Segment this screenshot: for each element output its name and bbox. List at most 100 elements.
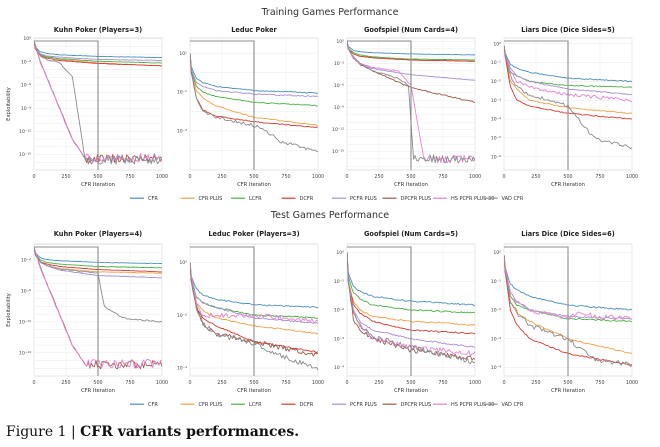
- legend-item-vad-cfr: VAD CFR: [483, 402, 524, 408]
- series-line-lcfr: [347, 41, 475, 61]
- x-tick-label: 500: [563, 174, 572, 180]
- legend-item-dpcfr-plus: DPCFR PLUS: [382, 196, 432, 202]
- y-tick-label: 10⁻²: [21, 258, 31, 264]
- x-tick-label: 250: [61, 174, 70, 180]
- y-tick-label: 10⁻³: [177, 129, 187, 135]
- x-tick-label: 500: [406, 380, 415, 386]
- panel-title: Goofspiel (Num Cards=5): [364, 230, 458, 238]
- legend-item-hs-pcfr-plus-30: HS PCFR PLUS 30: [433, 196, 494, 202]
- legend-item-cfr-plus: CFR PLUS: [180, 402, 222, 408]
- y-tick-label: 10⁻³: [491, 98, 501, 104]
- series-line-hs-pcfr-plus-30: [504, 255, 632, 321]
- schedule-box: [504, 246, 569, 376]
- legend-label: DPCFR PLUS: [401, 196, 432, 202]
- x-tick-label: 250: [61, 380, 70, 386]
- x-axis-label: CFR Iteration: [551, 388, 585, 394]
- y-tick-label: 10⁻¹²: [19, 129, 31, 135]
- y-tick-label: 10⁻¹⁵: [332, 149, 344, 155]
- series-line-cfr: [504, 255, 632, 311]
- series-line-dcfr: [34, 40, 162, 67]
- legend-item-cfr: CFR: [130, 196, 158, 202]
- y-tick-label: 10⁻⁶: [21, 83, 31, 89]
- schedule-box: [34, 246, 99, 376]
- series-group: [34, 40, 162, 165]
- caption-prefix: Figure 1 |: [6, 424, 81, 440]
- x-tick-label: 250: [531, 380, 540, 386]
- y-tick-label: 10⁻¹: [177, 90, 187, 96]
- series-group: [347, 252, 475, 364]
- series-group: [34, 246, 162, 370]
- legend-label: CFR PLUS: [199, 196, 223, 202]
- series-line-pcfr-plus: [190, 53, 318, 98]
- panel-goofspiel-num-cards-4: Goofspiel (Num Cards=4) 0 250 500 750 1000 CFR…: [332, 26, 481, 188]
- y-tick-label: 10⁻³: [21, 59, 31, 65]
- panel-kuhn-poker-players-3: Kuhn Poker (Players=3) 0 250 500 750 1000 CFR …: [6, 26, 168, 188]
- x-tick-label: 500: [249, 174, 258, 180]
- series-line-hs-pcfr-plus-30: [34, 246, 162, 369]
- series-line-cfr: [34, 246, 162, 265]
- x-tick-label: 1000: [156, 380, 168, 386]
- panel-liars-dice-dice-sides-6: Liars Dice (Dice Sides=6) 0 250 500 750 1000 C…: [491, 230, 638, 394]
- x-tick-label: 500: [93, 174, 102, 180]
- y-tick-label: 10⁻⁴: [491, 117, 501, 123]
- x-axis-label: CFR Iteration: [394, 182, 428, 188]
- schedule-box: [190, 246, 255, 376]
- series-line-vad-cfr: [34, 41, 162, 165]
- series-line-cfr: [190, 53, 318, 94]
- x-tick-label: 250: [374, 174, 383, 180]
- y-tick-label: 10⁻¹: [491, 60, 501, 66]
- x-axis-label: CFR Iteration: [394, 388, 428, 394]
- panel-title: Kuhn Poker (Players=4): [54, 230, 142, 238]
- group-title-test-games-performance: Test Games Performance: [270, 210, 389, 221]
- legend-label: DPCFR PLUS: [401, 402, 432, 408]
- x-tick-label: 250: [217, 174, 226, 180]
- series-line-cfr-plus: [504, 255, 632, 355]
- legend-item-cfr: CFR: [130, 402, 158, 408]
- panel-leduc-poker-players-3: Leduc Poker (Players=3) 0 250 500 750 1000 CFR…: [177, 230, 324, 394]
- y-tick-label: 10⁻⁵: [491, 136, 501, 142]
- series-line-dcfr: [504, 45, 632, 120]
- series-line-lcfr: [347, 252, 475, 314]
- y-tick-label: 10⁻⁶: [334, 83, 344, 89]
- x-tick-label: 500: [93, 380, 102, 386]
- y-tick-label: 10⁻⁹: [21, 106, 31, 112]
- series-line-vad-cfr: [34, 246, 162, 323]
- legend-item-pcfr-plus: PCFR PLUS: [332, 402, 377, 408]
- y-tick-label: 10⁻⁶: [21, 289, 31, 295]
- series-line-cfr: [504, 45, 632, 83]
- schedule-box: [347, 246, 412, 376]
- schedule-box: [190, 40, 255, 170]
- legend-label: HS PCFR PLUS 30: [451, 196, 494, 202]
- legend-label: HS PCFR PLUS 30: [451, 402, 494, 408]
- series-line-pcfr-plus: [34, 40, 162, 62]
- legend: CFR CFR PLUS LCFR DCFR PCFR PLUS DPCFR PLUS HS…: [130, 402, 524, 408]
- legend-label: PCFR PLUS: [350, 196, 377, 202]
- y-tick-label: 10⁻³: [334, 61, 344, 67]
- legend-item-pcfr-plus: PCFR PLUS: [332, 196, 377, 202]
- x-tick-label: 1000: [156, 174, 168, 180]
- panel-liars-dice-dice-sides-5: Liars Dice (Dice Sides=5) 0 250 500 750 1000 C…: [491, 26, 638, 188]
- y-tick-label: 10⁰: [23, 36, 31, 42]
- legend-item-vad-cfr: VAD CFR: [483, 196, 524, 202]
- legend-item-cfr-plus: CFR PLUS: [180, 196, 223, 202]
- series-line-hs-pcfr-plus-30: [190, 262, 318, 324]
- series-line-dcfr: [347, 41, 475, 62]
- x-tick-label: 750: [281, 174, 290, 180]
- x-tick-label: 500: [249, 380, 258, 386]
- x-tick-label: 250: [531, 174, 540, 180]
- x-tick-label: 750: [438, 380, 447, 386]
- x-tick-label: 0: [502, 174, 505, 180]
- x-tick-label: 0: [32, 380, 35, 386]
- series-line-hs-pcfr-plus-30: [34, 41, 162, 163]
- figure-caption: Figure 1 | CFR variants performances.: [6, 424, 299, 440]
- series-line-dcfr: [34, 246, 162, 273]
- series-line-cfr-plus: [190, 262, 318, 335]
- y-tick-label: 10⁻¹: [334, 279, 344, 285]
- series-line-dcfr: [190, 53, 318, 129]
- y-tick-label: 10⁰: [336, 250, 344, 256]
- x-tick-label: 250: [217, 380, 226, 386]
- series-line-vad-cfr: [190, 53, 318, 153]
- caption-bold: CFR variants performances.: [80, 424, 300, 440]
- y-tick-label: 10⁻⁴: [491, 365, 501, 371]
